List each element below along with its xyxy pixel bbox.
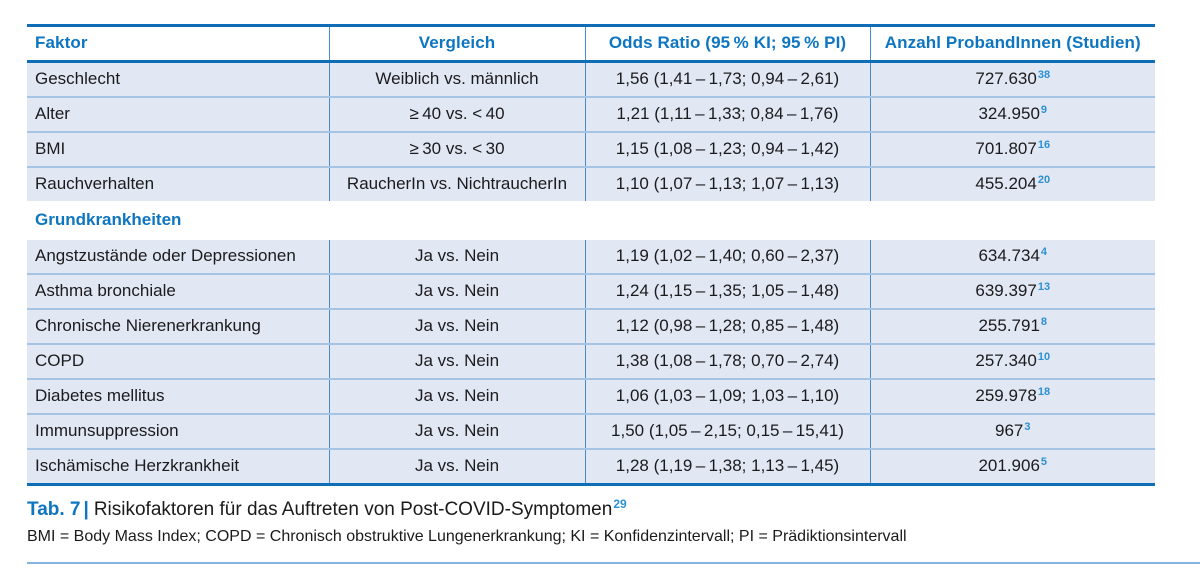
vergleich-cell: Ja vs. Nein xyxy=(329,274,586,310)
table-row: Rauchverhalten RaucherIn vs. Nichtrauche… xyxy=(27,167,1155,201)
vergleich-cell: Ja vs. Nein xyxy=(329,449,586,485)
studies-count-superscript: 20 xyxy=(1037,174,1051,186)
table-row: Alter ≥ 40 vs. < 40 1,21 (1,11 – 1,33; 0… xyxy=(27,97,1155,133)
anzahl-cell: 455.20420 xyxy=(870,167,1155,201)
anzahl-cell: 259.97818 xyxy=(870,379,1155,415)
anzahl-cell: 701.80716 xyxy=(870,132,1155,168)
bottom-divider-rule xyxy=(27,562,1200,564)
studies-count-superscript: 10 xyxy=(1037,351,1051,363)
anzahl-value: 639.397 xyxy=(975,281,1037,300)
table-row: BMI ≥ 30 vs. < 30 1,15 (1,08 – 1,23; 0,9… xyxy=(27,132,1155,168)
faktor-cell: Immunsuppression xyxy=(27,414,330,450)
vergleich-cell: Ja vs. Nein xyxy=(329,344,586,380)
odds-ratio-cell: 1,10 (1,07 – 1,13; 1,07 – 1,13) xyxy=(585,167,871,201)
caption-tab-number: Tab. 7 xyxy=(27,499,81,520)
anzahl-cell: 201.9065 xyxy=(870,449,1155,485)
faktor-cell: Ischämische Herzkrankheit xyxy=(27,449,330,485)
faktor-cell: Chronische Nierenerkrankung xyxy=(27,309,330,345)
studies-count-superscript: 16 xyxy=(1037,139,1051,151)
anzahl-value: 259.978 xyxy=(975,386,1037,405)
studies-count-superscript: 4 xyxy=(1040,246,1048,258)
studies-count-superscript: 38 xyxy=(1037,69,1051,81)
studies-count-superscript: 9 xyxy=(1040,104,1048,116)
odds-ratio-cell: 1,24 (1,15 – 1,35; 1,05 – 1,48) xyxy=(585,274,871,310)
column-header-faktor: Faktor xyxy=(27,25,330,63)
vergleich-cell: ≥ 30 vs. < 30 xyxy=(329,132,586,168)
odds-ratio-cell: 1,15 (1,08 – 1,23; 0,94 – 1,42) xyxy=(585,132,871,168)
faktor-cell: Rauchverhalten xyxy=(27,167,330,201)
odds-ratio-cell: 1,28 (1,19 – 1,38; 1,13 – 1,45) xyxy=(585,449,871,485)
odds-ratio-cell: 1,50 (1,05 – 2,15; 0,15 – 15,41) xyxy=(585,414,871,450)
section-header-label: Grundkrankheiten xyxy=(27,201,1155,240)
vergleich-cell: Weiblich vs. männlich xyxy=(329,61,586,98)
anzahl-value: 257.340 xyxy=(975,351,1037,370)
table-row: Ischämische Herzkrankheit Ja vs. Nein 1,… xyxy=(27,449,1155,485)
odds-ratio-cell: 1,21 (1,11 – 1,33; 0,84 – 1,76) xyxy=(585,97,871,133)
studies-count-superscript: 3 xyxy=(1024,421,1031,433)
faktor-cell: Geschlecht xyxy=(27,61,330,98)
header-row: Faktor Vergleich Odds Ratio (95 % KI; 95… xyxy=(27,25,1155,63)
caption-pipe-separator: | xyxy=(83,499,89,520)
odds-ratio-cell: 1,12 (0,98 – 1,28; 0,85 – 1,48) xyxy=(585,309,871,345)
anzahl-cell: 634.7344 xyxy=(870,240,1155,275)
anzahl-cell: 727.63038 xyxy=(870,61,1155,98)
studies-count-superscript: 8 xyxy=(1040,316,1048,328)
vergleich-cell: ≥ 40 vs. < 40 xyxy=(329,97,586,133)
studies-count-superscript: 5 xyxy=(1040,456,1048,468)
anzahl-value: 201.906 xyxy=(978,456,1040,475)
studies-count-superscript: 13 xyxy=(1037,281,1051,293)
table-row: Chronische Nierenerkrankung Ja vs. Nein … xyxy=(27,309,1155,345)
vergleich-cell: Ja vs. Nein xyxy=(329,309,586,345)
anzahl-value: 727.630 xyxy=(975,69,1037,88)
faktor-cell: Asthma bronchiale xyxy=(27,274,330,310)
table-row: Immunsuppression Ja vs. Nein 1,50 (1,05 … xyxy=(27,414,1155,450)
table-row: Angstzustände oder Depressionen Ja vs. N… xyxy=(27,240,1155,275)
anzahl-cell: 255.7918 xyxy=(870,309,1155,345)
column-header-anzahl: Anzahl ProbandInnen (Studien) xyxy=(870,25,1155,63)
anzahl-cell: 257.34010 xyxy=(870,344,1155,380)
anzahl-cell: 9673 xyxy=(870,414,1155,450)
table-row: COPD Ja vs. Nein 1,38 (1,08 – 1,78; 0,70… xyxy=(27,344,1155,380)
anzahl-cell: 324.9509 xyxy=(870,97,1155,133)
faktor-cell: COPD xyxy=(27,344,330,380)
anzahl-value: 455.204 xyxy=(975,174,1037,193)
faktor-cell: Alter xyxy=(27,97,330,133)
anzahl-value: 634.734 xyxy=(978,246,1040,265)
vergleich-cell: Ja vs. Nein xyxy=(329,414,586,450)
vergleich-cell: Ja vs. Nein xyxy=(329,240,586,275)
odds-ratio-cell: 1,19 (1,02 – 1,40; 0,60 – 2,37) xyxy=(585,240,871,275)
column-header-odds-ratio: Odds Ratio (95 % KI; 95 % PI) xyxy=(585,25,871,63)
vergleich-cell: Ja vs. Nein xyxy=(329,379,586,415)
anzahl-value: 255.791 xyxy=(978,316,1040,335)
faktor-cell: Angstzustände oder Depressionen xyxy=(27,240,330,275)
anzahl-cell: 639.39713 xyxy=(870,274,1155,310)
vergleich-cell: RaucherIn vs. NichtraucherIn xyxy=(329,167,586,201)
anzahl-value: 967 xyxy=(995,421,1024,440)
studies-count-superscript: 18 xyxy=(1037,386,1051,398)
anzahl-value: 324.950 xyxy=(978,104,1040,123)
anzahl-value: 701.807 xyxy=(975,139,1037,158)
table-row: Asthma bronchiale Ja vs. Nein 1,24 (1,15… xyxy=(27,274,1155,310)
table-row: Geschlecht Weiblich vs. männlich 1,56 (1… xyxy=(27,61,1155,98)
caption-title: Risikofaktoren für das Auftreten von Pos… xyxy=(93,499,613,520)
risk-factors-table: Faktor Vergleich Odds Ratio (95 % KI; 95… xyxy=(27,24,1155,486)
odds-ratio-cell: 1,56 (1,41 – 1,73; 0,94 – 2,61) xyxy=(585,61,871,98)
abbreviations-footnote: BMI = Body Mass Index; COPD = Chronisch … xyxy=(27,528,907,545)
odds-ratio-cell: 1,38 (1,08 – 1,78; 0,70 – 2,74) xyxy=(585,344,871,380)
faktor-cell: Diabetes mellitus xyxy=(27,379,330,415)
caption-reference-superscript: 29 xyxy=(613,497,627,511)
table-caption: Tab. 7 | Risikofaktoren für das Auftreten … xyxy=(27,497,1200,521)
odds-ratio-cell: 1,06 (1,03 – 1,09; 1,03 – 1,10) xyxy=(585,379,871,415)
column-header-vergleich: Vergleich xyxy=(329,25,586,63)
section-header-row: Grundkrankheiten xyxy=(27,201,1155,240)
faktor-cell: BMI xyxy=(27,132,330,168)
table-row: Diabetes mellitus Ja vs. Nein 1,06 (1,03… xyxy=(27,379,1155,415)
